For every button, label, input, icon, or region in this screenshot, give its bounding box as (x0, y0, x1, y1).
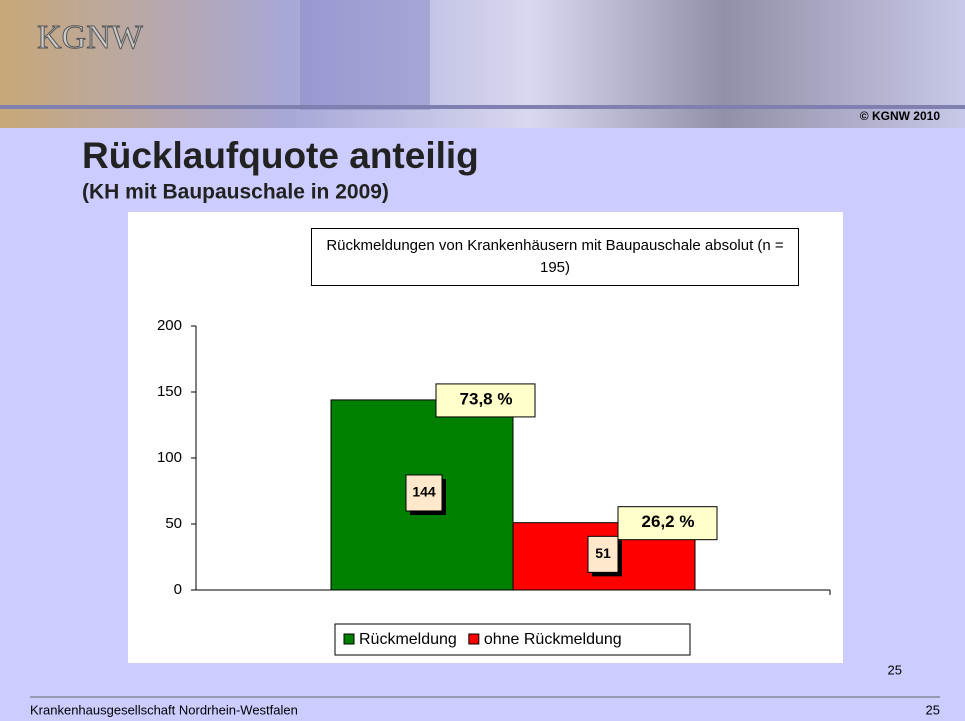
y-tick-label: 0 (174, 581, 182, 598)
slide-subtitle: (KH mit Baupauschale in 2009) (82, 181, 389, 204)
legend-label: ohne Rückmeldung (484, 631, 622, 648)
copyright: © KGNW 2010 (860, 109, 941, 123)
legend-swatch (343, 633, 355, 645)
header-rule (0, 105, 965, 109)
percent-label: 73,8 % (460, 389, 513, 408)
value-label: 144 (412, 484, 436, 500)
value-label: 51 (595, 545, 611, 561)
footer-text: Krankenhausgesellschaft Nordrhein-Westfa… (30, 702, 298, 717)
header-decoration (300, 0, 430, 110)
value-label-box (587, 535, 619, 573)
y-tick-label: 150 (157, 383, 182, 400)
y-tick-label: 200 (157, 317, 182, 334)
percent-box (617, 506, 718, 541)
percent-box (435, 383, 536, 418)
logo: KGNW (37, 19, 144, 56)
slide-title: Rücklaufquote anteilig (82, 135, 479, 176)
y-tick-label: 50 (165, 515, 182, 532)
value-label-box (405, 474, 443, 512)
chart-title: Rückmeldungen von Krankenhäusern mit Bau… (311, 228, 799, 286)
y-tick-label: 100 (157, 449, 182, 466)
plot: 0 50 100 150 200 144 73,8 % 51 26,2 % Rückmeldung… (157, 317, 831, 656)
page-number: 25 (888, 662, 902, 677)
legend-box (334, 623, 691, 656)
legend-swatch (468, 633, 480, 645)
footer-page-number: 25 (926, 702, 940, 717)
legend-label: Rückmeldung (359, 631, 457, 648)
percent-label: 26,2 % (642, 512, 695, 531)
